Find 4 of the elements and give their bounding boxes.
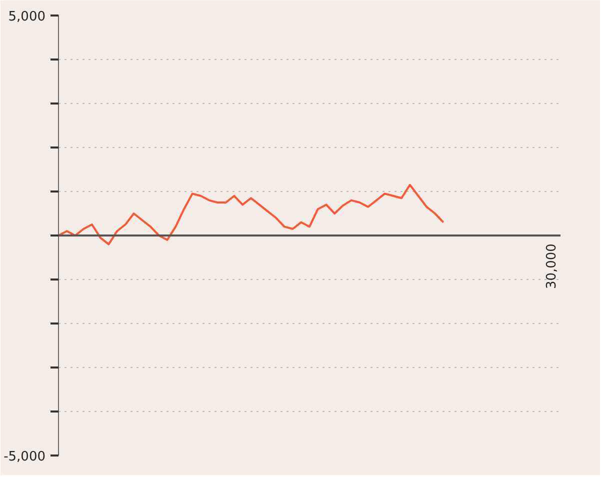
y-tick-label: 5,000 <box>8 10 46 24</box>
y-tick-label: -5,000 <box>4 450 46 464</box>
line-series <box>58 184 444 246</box>
annotation: 30,000 <box>544 244 560 290</box>
